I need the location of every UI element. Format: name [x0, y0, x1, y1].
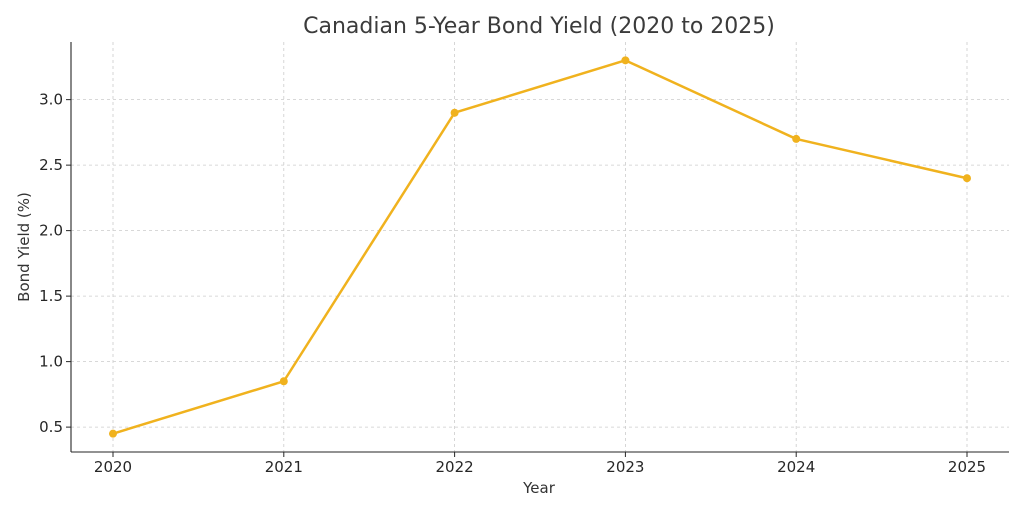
- axes: [66, 42, 1009, 457]
- y-axis-label: Bond Yield (%): [15, 192, 33, 302]
- y-tick-label: 1.0: [39, 353, 63, 371]
- y-tick-label: 3.0: [39, 91, 63, 109]
- grid-lines: [71, 42, 1009, 452]
- data-point: [621, 56, 630, 65]
- y-tick-label: 2.0: [39, 222, 63, 240]
- data-point: [279, 377, 288, 386]
- x-tick-label: 2024: [777, 458, 815, 476]
- x-tick-label: 2023: [606, 458, 644, 476]
- x-axis-label: Year: [522, 479, 556, 497]
- series-line: [111, 59, 969, 435]
- data-point: [963, 174, 971, 183]
- tick-labels: 2020 2021 2022 2023 2024 2025 0.5 1.0 1.5 2.0 2.5 3…: [39, 91, 986, 476]
- data-point: [109, 429, 117, 438]
- data-point: [450, 108, 459, 117]
- y-tick-label: 0.5: [39, 418, 63, 436]
- x-tick-label: 2025: [948, 458, 986, 476]
- x-tick-label: 2022: [436, 458, 474, 476]
- x-tick-label: 2021: [265, 458, 303, 476]
- x-tick-label: 2020: [94, 458, 132, 476]
- data-point: [792, 134, 801, 143]
- y-tick-label: 2.5: [39, 156, 63, 174]
- chart-title: Canadian 5-Year Bond Yield (2020 to 2025…: [303, 14, 775, 39]
- series-layer: [109, 56, 971, 438]
- y-tick-label: 1.5: [39, 287, 63, 305]
